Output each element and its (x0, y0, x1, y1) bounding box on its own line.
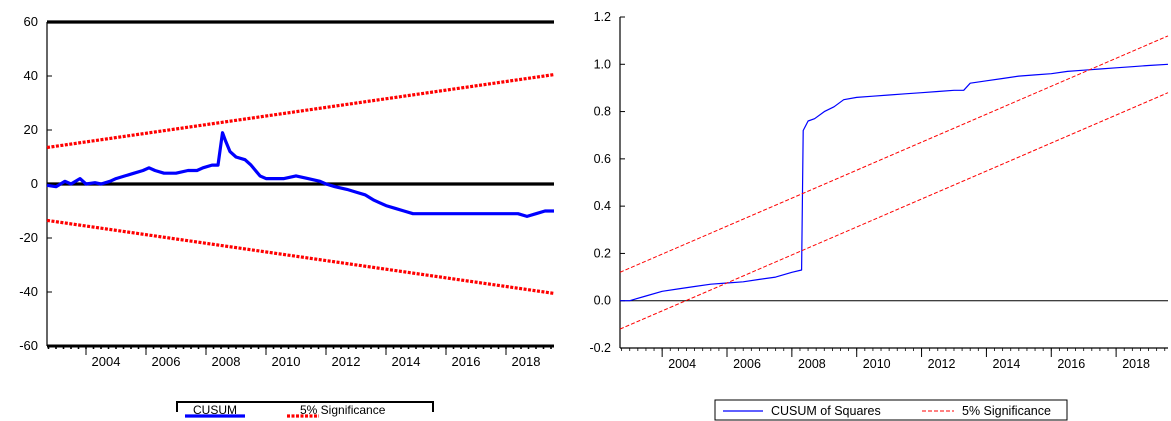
chart2-x-tick-label: 2008 (798, 357, 826, 371)
chart2-y-tick-label: -0.2 (589, 341, 611, 355)
chart1-legend-label-cusum: CUSUM (193, 403, 237, 417)
chart1-legend-label-significance: 5% Significance (300, 403, 386, 417)
chart1-x-tick-label: 2004 (92, 354, 121, 369)
chart2-legend-label-significance: 5% Significance (962, 404, 1051, 418)
chart1-y-tick-label: -40 (19, 284, 38, 299)
chart2-upper-bound-line (619, 35, 1169, 273)
chart2-legend-label-cusum: CUSUM of Squares (771, 404, 881, 418)
chart2-x-tick-label: 2006 (733, 357, 761, 371)
chart1-y-tick-label: -60 (19, 338, 38, 353)
chart1-y-tick-label: 60 (24, 14, 38, 29)
chart1-x-tick-label: 2006 (152, 354, 181, 369)
chart2-y-tick-label: 0.8 (594, 105, 611, 119)
chart1-y-tick-label: 0 (31, 176, 38, 191)
chart1-lower-bound-line (46, 218, 555, 295)
chart1-upper-bound-line (46, 73, 555, 150)
chart1-x-tick-label: 2010 (272, 354, 301, 369)
chart1-legend-box (176, 401, 434, 412)
chart2-x-tick-label: 2016 (1057, 357, 1085, 371)
chart2-x-tick-label: 2012 (928, 357, 956, 371)
chart2-y-tick-label: 1.2 (594, 10, 611, 24)
chart1-x-tick-label: 2012 (332, 354, 361, 369)
chart2-y-tick-label: 1.0 (594, 57, 611, 71)
chart1-x-tick-label: 2014 (392, 354, 421, 369)
chart1-cusum-line (46, 131, 554, 218)
chart1-x-tick-label: 2016 (452, 354, 481, 369)
chart2-lower-bound-line (619, 92, 1169, 330)
chart1-y-tick-label: 20 (24, 122, 38, 137)
chart2-legend-box (714, 399, 1068, 421)
chart2-x-tick-label: 2004 (668, 357, 696, 371)
chart1-x-tick-label: 2018 (512, 354, 541, 369)
chart2-cusum-line (620, 63, 1169, 302)
chart2-y-tick-label: 0.4 (594, 199, 611, 213)
chart2-x-tick-label: 2010 (863, 357, 891, 371)
chart2-y-tick-label: 0.2 (594, 246, 611, 260)
chart2-y-tick-label: 0.6 (594, 152, 611, 166)
chart1-x-tick-label: 2008 (212, 354, 241, 369)
chart2-y-tick-label: 0.0 (594, 294, 611, 308)
chart1-y-tick-label: 40 (24, 68, 38, 83)
chart2-x-tick-label: 2014 (993, 357, 1021, 371)
chart2-x-tick-label: 2018 (1122, 357, 1150, 371)
chart1-y-tick-label: -20 (19, 230, 38, 245)
